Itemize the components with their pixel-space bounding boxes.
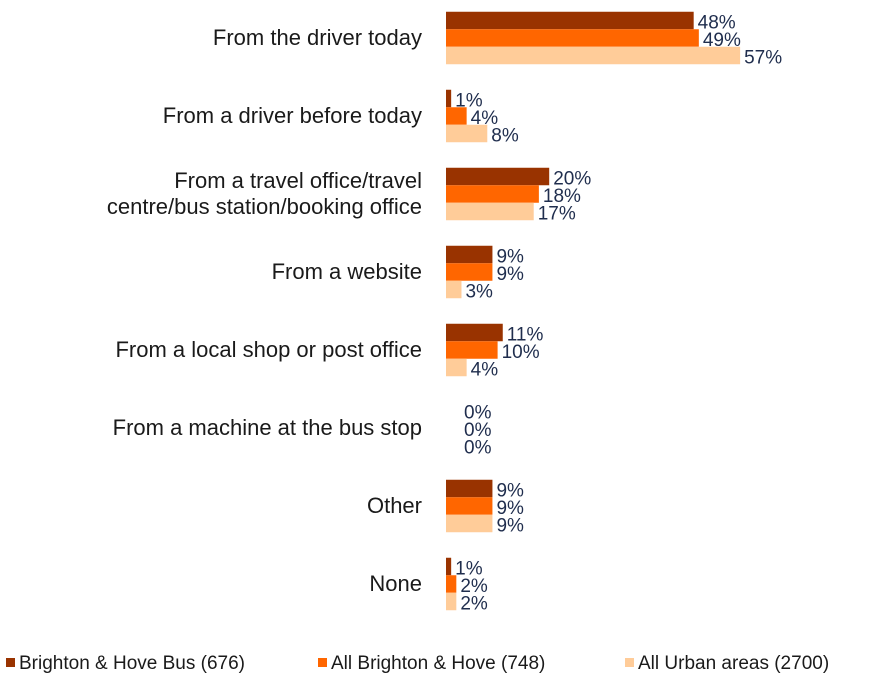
value-label: 17% xyxy=(538,204,576,225)
legend-swatch xyxy=(625,658,634,667)
category-label: From a travel office/travel centre/bus s… xyxy=(106,168,422,219)
value-label: 0% xyxy=(464,438,492,459)
bar xyxy=(446,107,467,125)
value-label: 48% xyxy=(698,13,736,34)
value-label: 4% xyxy=(471,360,499,381)
value-label: 0% xyxy=(464,420,492,441)
value-label: 9% xyxy=(496,264,524,285)
bar xyxy=(446,124,488,143)
bar xyxy=(446,46,741,65)
value-label: 9% xyxy=(496,498,524,519)
value-label: 8% xyxy=(491,126,519,147)
bar xyxy=(446,497,493,515)
value-label: 10% xyxy=(502,342,540,363)
category-label: From a machine at the bus stop xyxy=(112,415,422,440)
legend-label: All Urban areas (2700) xyxy=(638,653,829,674)
value-label: 2% xyxy=(460,594,488,615)
bar xyxy=(446,479,493,498)
bar xyxy=(446,592,457,611)
bar xyxy=(446,280,462,299)
bar xyxy=(446,167,550,186)
category-label: From a local shop or post office xyxy=(115,337,422,362)
value-label: 3% xyxy=(465,282,493,303)
value-label: 49% xyxy=(703,30,741,51)
bar xyxy=(446,557,452,576)
bar xyxy=(446,11,694,30)
legend-swatch xyxy=(6,658,15,667)
bar xyxy=(446,575,457,593)
category-label: From a website xyxy=(271,259,422,284)
value-label: 1% xyxy=(455,559,483,580)
bar xyxy=(446,89,452,108)
value-label: 57% xyxy=(744,48,782,69)
bar xyxy=(446,323,503,342)
value-label: 9% xyxy=(496,516,524,537)
value-label: 4% xyxy=(471,108,499,129)
value-label: 20% xyxy=(553,169,591,190)
value-label: 11% xyxy=(507,325,544,346)
bar xyxy=(446,29,699,47)
value-label: 0% xyxy=(464,403,492,424)
value-label: 9% xyxy=(496,481,524,502)
bar xyxy=(446,202,534,221)
value-label: 1% xyxy=(455,91,483,112)
value-label: 18% xyxy=(543,186,581,207)
category-label: From the driver today xyxy=(212,25,422,50)
bar xyxy=(446,514,493,533)
category-label: From a driver before today xyxy=(162,103,422,128)
bar xyxy=(446,263,493,281)
value-label: 2% xyxy=(460,576,488,597)
bar xyxy=(446,341,498,359)
bar xyxy=(446,185,539,203)
bar xyxy=(446,245,493,264)
category-label: Other xyxy=(366,493,422,518)
legend-label: Brighton & Hove Bus (676) xyxy=(19,653,245,674)
value-label: 9% xyxy=(496,247,524,268)
legend-swatch xyxy=(318,658,327,667)
category-label: None xyxy=(369,571,422,596)
bar xyxy=(446,358,467,377)
legend-label: All Brighton & Hove (748) xyxy=(331,653,545,674)
